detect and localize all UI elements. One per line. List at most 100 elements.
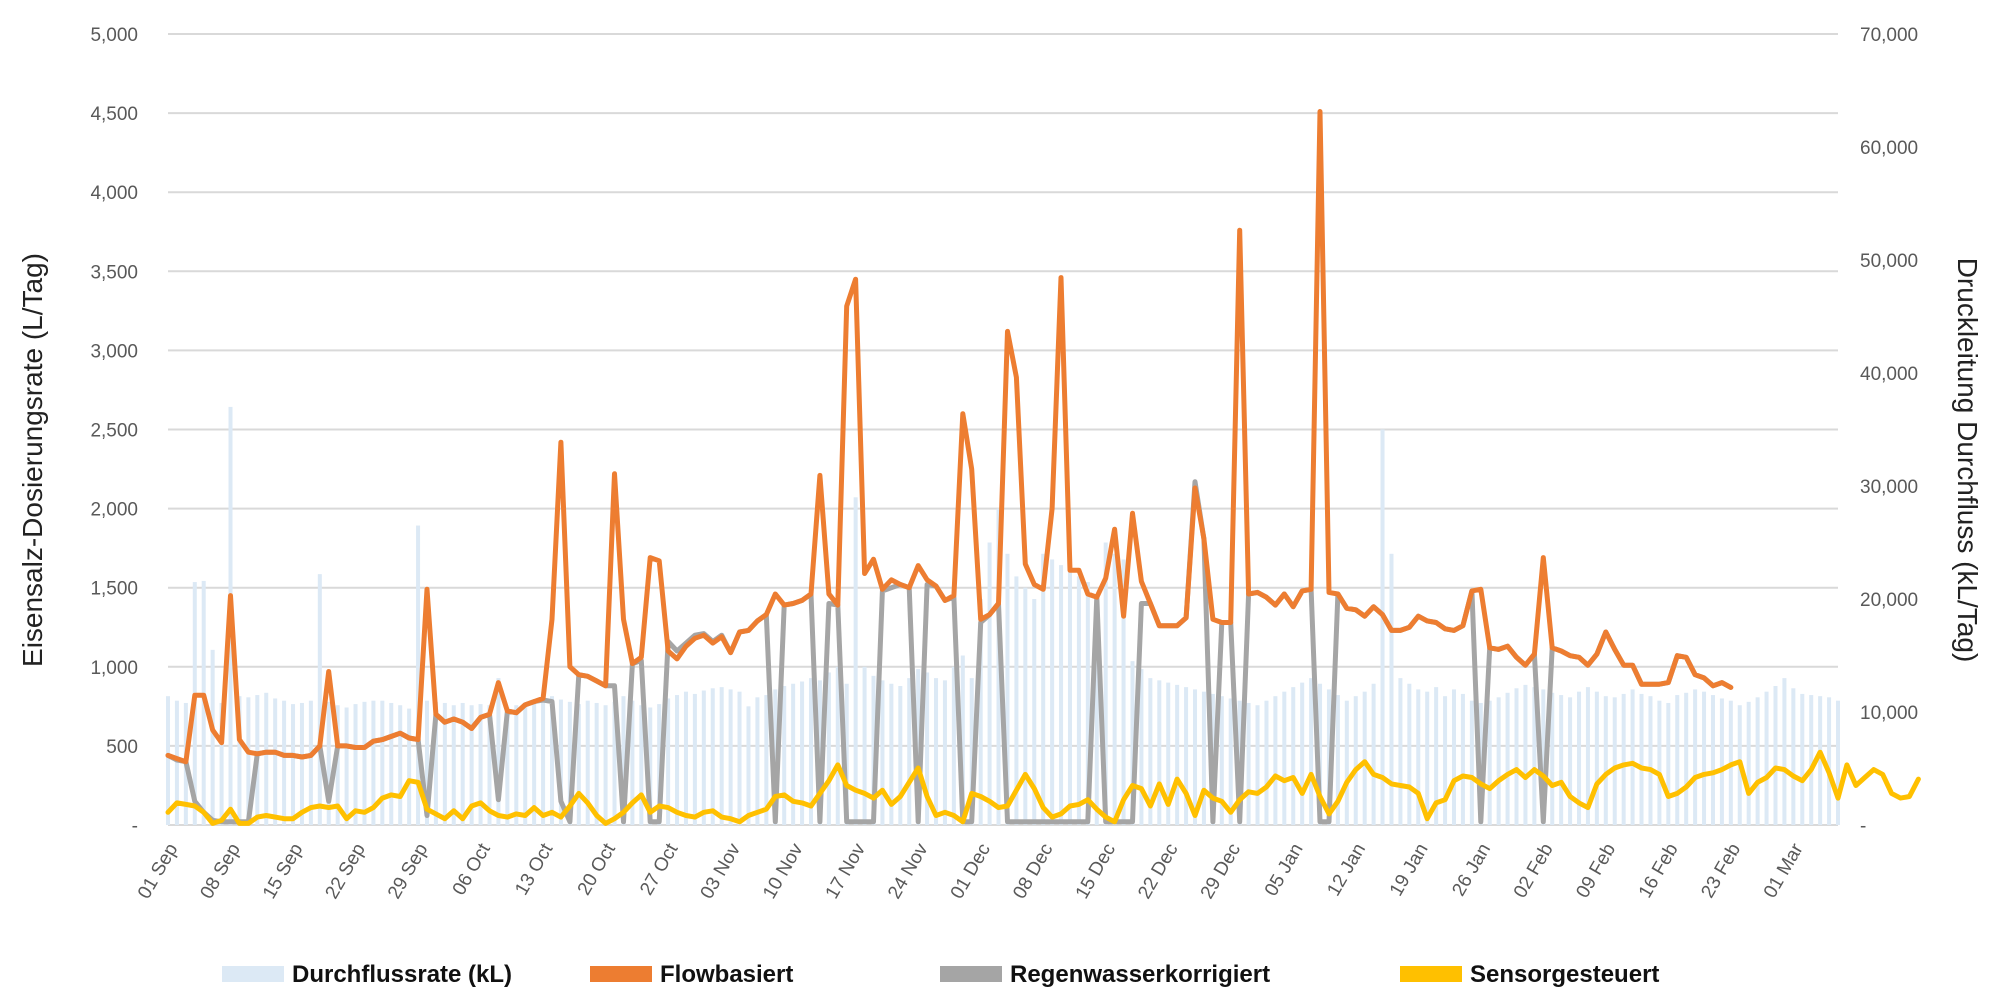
regenwasserkorrigiert-line <box>165 479 1734 825</box>
legend-label-flowbasiert: Flowbasiert <box>660 961 793 988</box>
flow-bar <box>416 525 421 825</box>
right-tick-label: 10,000 <box>1860 703 1918 724</box>
flow-bar <box>1791 688 1796 825</box>
x-tick-label: 10 Nov <box>759 840 808 903</box>
left-tick-label: 1,500 <box>90 579 138 600</box>
flow-bar <box>1157 680 1162 825</box>
flow-bar <box>996 508 1001 825</box>
x-tick-label: 16 Feb <box>1635 840 1683 902</box>
flow-bar <box>871 675 876 825</box>
x-tick-label: 22 Dec <box>1134 840 1182 903</box>
flow-bar <box>165 696 171 825</box>
flow-bar <box>612 701 617 825</box>
legend-label-durchflussrate: Durchflussrate (kL) <box>292 961 512 988</box>
flow-bar <box>264 692 269 825</box>
left-tick-label: 3,500 <box>90 262 138 283</box>
flow-bar <box>1407 683 1412 825</box>
flow-bar <box>1201 691 1206 825</box>
x-tick-label: 09 Feb <box>1572 840 1620 902</box>
flow-bar <box>389 702 394 825</box>
flow-bar <box>1353 696 1358 825</box>
x-tick-label: 15 Sep <box>259 840 307 903</box>
flow-bar <box>1175 684 1180 825</box>
flow-bar <box>1657 700 1662 825</box>
flow-bar <box>1112 553 1117 825</box>
x-tick-label: 01 Dec <box>947 840 995 903</box>
left-tick-label: 4,000 <box>90 183 138 204</box>
right-tick-label: 50,000 <box>1860 251 1918 272</box>
flow-bar <box>817 680 822 825</box>
flow-bar <box>1585 687 1590 825</box>
legend-label-sensorgesteuert: Sensorgesteuert <box>1470 961 1659 988</box>
flow-bar <box>1300 682 1305 825</box>
flow-bar <box>1523 684 1528 825</box>
flow-bar <box>478 704 483 825</box>
flow-bar <box>210 649 215 825</box>
x-tick-label: 03 Nov <box>697 840 746 903</box>
x-tick-label: 02 Feb <box>1510 840 1558 902</box>
flow-bar <box>1362 691 1367 825</box>
flow-bar <box>1755 697 1760 825</box>
flow-bar <box>1684 692 1689 825</box>
flow-bar <box>1746 701 1751 825</box>
flow-bar <box>1550 692 1555 825</box>
flow-bar <box>174 700 179 825</box>
flow-bar <box>1398 678 1403 825</box>
flow-bar <box>1389 553 1394 825</box>
flow-bar <box>219 702 224 825</box>
flow-bar <box>1246 702 1251 825</box>
legend-swatch-durchflussrate <box>222 966 284 982</box>
flow-bar <box>1335 695 1340 825</box>
flow-bar <box>1514 688 1519 825</box>
flow-bar <box>1675 695 1680 825</box>
flow-bar <box>1148 678 1153 825</box>
flow-bar <box>1434 687 1439 825</box>
x-tick-label: 08 Sep <box>197 840 245 903</box>
flow-bar <box>978 599 983 825</box>
x-tick-label: 27 Oct <box>636 839 683 899</box>
flow-bar <box>942 680 947 825</box>
flow-bar <box>1255 705 1260 825</box>
flow-bar <box>487 705 492 825</box>
legend-label-regenwasserkorrigiert: Regenwasserkorrigiert <box>1010 961 1270 988</box>
flow-bar <box>398 705 403 825</box>
flow-bar <box>299 702 304 825</box>
flow-bar <box>1702 691 1707 825</box>
left-tick-label: 3,000 <box>90 341 138 362</box>
flow-bar <box>675 695 680 825</box>
flow-bar <box>567 701 572 825</box>
flow-bar <box>639 705 644 825</box>
flow-bar <box>889 683 894 825</box>
flow-bar <box>237 696 242 825</box>
flow-bar <box>934 678 939 825</box>
flowbasiert-line <box>165 109 1734 765</box>
x-tick-label: 15 Dec <box>1072 840 1120 903</box>
x-tick-label: 05 Jan <box>1261 840 1308 900</box>
right-tick-label: 70,000 <box>1860 25 1918 46</box>
left-tick-label: 4,500 <box>90 104 138 125</box>
flow-bar <box>541 698 546 825</box>
flow-bar <box>282 700 287 825</box>
flow-bar <box>380 700 385 825</box>
flow-bar <box>514 705 519 825</box>
flow-bar <box>1612 697 1617 825</box>
flow-bar <box>1318 683 1323 825</box>
flow-bar <box>532 700 537 825</box>
flow-bar <box>1782 678 1787 825</box>
flow-bar <box>424 700 429 825</box>
flow-bar <box>737 691 742 825</box>
flow-bar <box>800 681 805 825</box>
flow-bar <box>692 693 697 825</box>
flow-bar <box>469 705 474 825</box>
right-tick-label: 60,000 <box>1860 138 1918 159</box>
flow-bar <box>291 704 296 825</box>
flow-bar <box>1764 691 1769 825</box>
x-tick-label: 29 Dec <box>1197 840 1245 903</box>
flow-bar <box>835 666 840 825</box>
flow-bar <box>1130 661 1135 825</box>
flow-bar <box>648 707 653 825</box>
right-axis: - 10,000 20,000 30,000 40,000 50,000 60,000 70,… <box>1860 25 1918 837</box>
flow-bar <box>550 696 555 825</box>
